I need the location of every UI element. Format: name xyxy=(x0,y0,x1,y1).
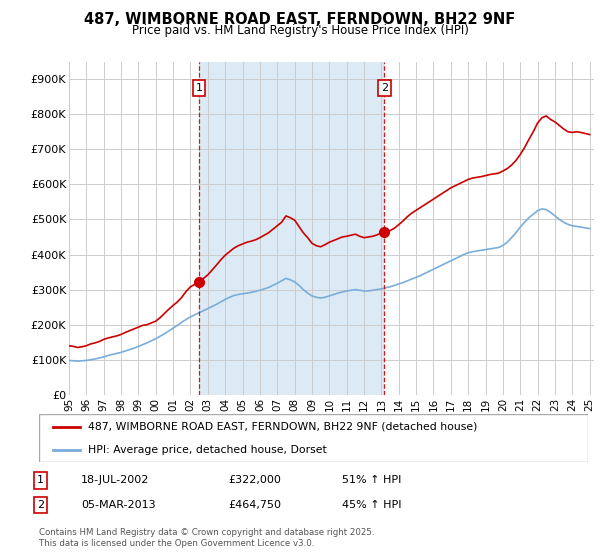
Text: 45% ↑ HPI: 45% ↑ HPI xyxy=(342,500,401,510)
Text: 1: 1 xyxy=(196,83,203,94)
Bar xyxy=(199,62,385,395)
Text: Contains HM Land Registry data © Crown copyright and database right 2025.
This d: Contains HM Land Registry data © Crown c… xyxy=(39,528,374,548)
Text: 487, WIMBORNE ROAD EAST, FERNDOWN, BH22 9NF (detached house): 487, WIMBORNE ROAD EAST, FERNDOWN, BH22 … xyxy=(88,422,478,432)
Text: 487, WIMBORNE ROAD EAST, FERNDOWN, BH22 9NF: 487, WIMBORNE ROAD EAST, FERNDOWN, BH22 … xyxy=(85,12,515,27)
FancyBboxPatch shape xyxy=(39,414,588,462)
Text: 18-JUL-2002: 18-JUL-2002 xyxy=(81,475,149,486)
Text: 2: 2 xyxy=(381,83,388,94)
Text: 05-MAR-2013: 05-MAR-2013 xyxy=(81,500,155,510)
Text: 51% ↑ HPI: 51% ↑ HPI xyxy=(342,475,401,486)
Text: 1: 1 xyxy=(37,475,44,486)
Text: 2: 2 xyxy=(37,500,44,510)
Text: £322,000: £322,000 xyxy=(228,475,281,486)
Text: HPI: Average price, detached house, Dorset: HPI: Average price, detached house, Dors… xyxy=(88,445,327,455)
Text: Price paid vs. HM Land Registry's House Price Index (HPI): Price paid vs. HM Land Registry's House … xyxy=(131,24,469,37)
Text: £464,750: £464,750 xyxy=(228,500,281,510)
